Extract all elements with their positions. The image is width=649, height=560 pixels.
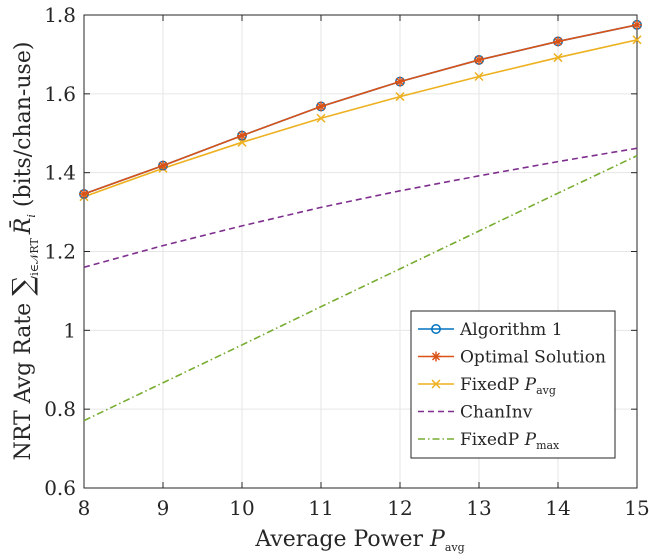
legend-item: FixedP Pmax [418,430,560,452]
marker-stroke [79,189,89,198]
data-point [474,71,484,82]
series-line [83,39,638,198]
axis-ticks: 8 9 10 11 12 13 14 15 0.6 0.8 1 1.2 1.4 1.6 1.8 [44,3,649,520]
x-tick-label: 13 [466,496,491,520]
x-tick-label: 15 [624,496,649,520]
legend-label: Algorithm 1 [459,320,563,340]
series-group [79,19,642,422]
legend-label: FixedP Pavg [460,375,556,397]
marker-stroke [553,53,563,63]
y-tick-label: 1.2 [44,240,76,264]
marker-stroke [632,35,642,45]
data-point [632,19,642,30]
data-point [395,76,405,87]
marker-stroke [431,352,441,361]
y-tick-label: 1.6 [44,82,76,106]
x-tick-label: 12 [387,496,412,520]
y-tick-label: 0.6 [44,476,76,500]
data-point [79,188,89,199]
legend-item: FixedP Pavg [418,375,556,397]
data-point [316,113,326,123]
marker-stroke [474,71,484,82]
data-point [158,160,168,171]
x-tick-label: 9 [157,496,170,520]
data-point [395,92,405,102]
marker-stroke [316,113,326,123]
data-point [237,130,247,141]
legend-item: Optimal Solution [418,348,606,368]
legend-label: Optimal Solution [460,348,606,368]
series-line [83,24,638,195]
data-point [553,53,563,63]
data-point [431,351,441,362]
data-point [632,35,642,45]
legend-item: Algorithm 1 [418,320,563,340]
x-tick-label: 14 [545,496,570,520]
marker-stroke [632,20,642,29]
x-tick-label: 8 [78,496,91,520]
series-1 [79,19,642,199]
marker-stroke [237,131,247,140]
series-4 [83,154,638,422]
legend-label: ChanInv [460,403,533,423]
x-tick-label: 10 [229,496,254,520]
x-axis-label: Average Power Pavg [254,527,464,554]
series-line [83,154,638,422]
marker-stroke [431,379,441,389]
legend-label: FixedP Pmax [460,430,560,452]
marker-stroke [395,77,405,86]
data-point [316,101,326,112]
marker-stroke [553,37,563,46]
data-point [431,379,441,389]
marker-stroke [395,92,405,102]
y-tick-label: 1 [63,318,76,342]
marker-stroke [474,55,484,64]
y-tick-label: 0.8 [44,397,76,421]
data-point [553,36,563,47]
x-tick-label: 11 [308,496,333,520]
y-tick-label: 1.4 [44,161,76,185]
data-point [431,324,441,334]
data-point [474,54,484,65]
series-3 [83,147,638,269]
legend-items: Algorithm 1 Optimal Solution FixedP Pavg Ch… [418,320,606,452]
legend-item: ChanInv [418,403,533,423]
series-line [83,147,638,269]
y-axis-label: NRT Avg Rate ∑i∈𝒩RTR̄i (bits/chan-use) [6,42,41,461]
y-tick-label: 1.8 [44,3,76,27]
legend: Algorithm 1 Optimal Solution FixedP Pavg Ch… [410,310,616,459]
marker-stroke [316,102,326,111]
marker-stroke [158,161,168,170]
